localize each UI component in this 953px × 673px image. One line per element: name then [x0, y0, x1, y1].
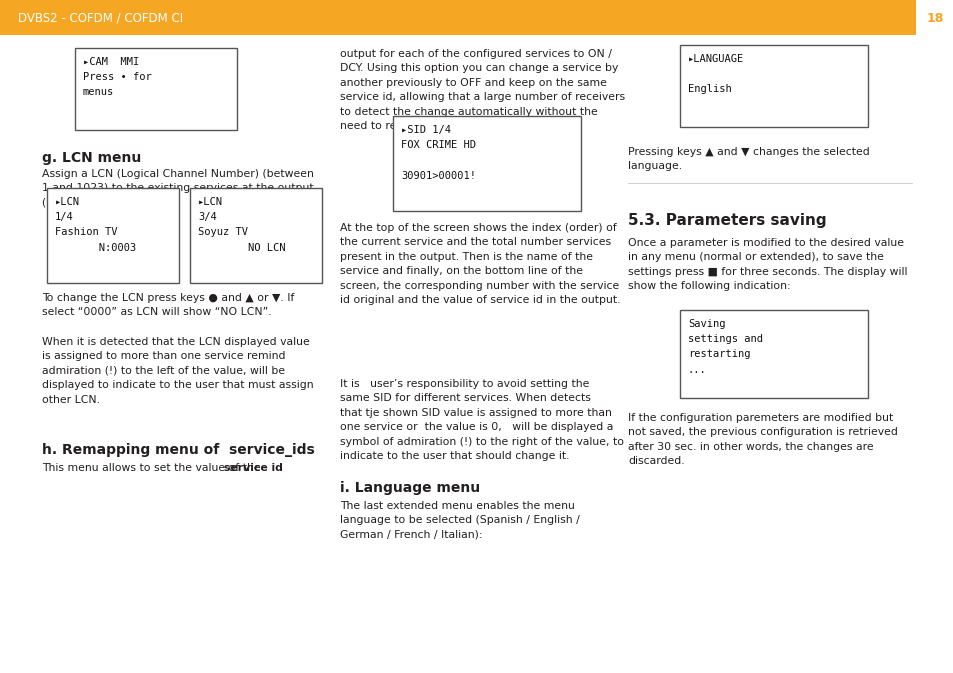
- Text: Assign a LCN (Logical Channel Number) (between
1 and 1023) to the existing servi: Assign a LCN (Logical Channel Number) (b…: [42, 169, 314, 208]
- Text: ▸SID 1/4
FOX CRIME HD

30901>00001!: ▸SID 1/4 FOX CRIME HD 30901>00001!: [400, 125, 476, 180]
- Text: This menu allows to set the value of the: This menu allows to set the value of the: [42, 463, 264, 473]
- Text: ▸LCN
1/4
Fashion TV
       N:0003: ▸LCN 1/4 Fashion TV N:0003: [55, 197, 136, 252]
- Text: service id: service id: [224, 463, 283, 473]
- Text: When it is detected that the LCN displayed value
is assigned to more than one se: When it is detected that the LCN display…: [42, 337, 314, 404]
- Text: g. LCN menu: g. LCN menu: [42, 151, 141, 165]
- Bar: [190, 188, 322, 283]
- Bar: [393, 116, 580, 211]
- Text: 5.3. Parameters saving: 5.3. Parameters saving: [627, 213, 825, 228]
- Text: output for each of the configured services to ON /
DCY. Using this option you ca: output for each of the configured servic…: [339, 49, 624, 131]
- Text: Once a parameter is modified to the desired value
in any menu (normal or extende: Once a parameter is modified to the desi…: [627, 238, 906, 291]
- Text: ▸LCN
3/4
Soyuz TV
        NO LCN: ▸LCN 3/4 Soyuz TV NO LCN: [198, 197, 285, 252]
- Text: The last extended menu enables the menu
language to be selected (Spanish / Engli: The last extended menu enables the menu …: [339, 501, 579, 540]
- Text: At the top of the screen shows the index (order) of
the current service and the : At the top of the screen shows the index…: [339, 223, 619, 305]
- Bar: [0, 0, 953, 35]
- Text: If the configuration paremeters are modified but
not saved, the previous configu: If the configuration paremeters are modi…: [627, 413, 897, 466]
- Text: h. Remapping menu of  service_ids: h. Remapping menu of service_ids: [42, 443, 314, 457]
- Text: i. Language menu: i. Language menu: [339, 481, 479, 495]
- Bar: [679, 45, 867, 127]
- Text: Pressing keys ▲ and ▼ changes the selected
language.: Pressing keys ▲ and ▼ changes the select…: [627, 147, 869, 172]
- Bar: [47, 188, 179, 283]
- Text: ▸CAM  MMI
Press • for
menus: ▸CAM MMI Press • for menus: [83, 57, 152, 98]
- Text: 18: 18: [925, 11, 943, 24]
- Bar: [679, 310, 867, 398]
- Text: It is   user’s responsibility to avoid setting the
same SID for different servic: It is user’s responsibility to avoid set…: [339, 379, 623, 461]
- Text: DVBS2 - COFDM / COFDM CI: DVBS2 - COFDM / COFDM CI: [18, 11, 183, 24]
- Text: To change the LCN press keys ● and ▲ or ▼. If
select “0000” as LCN will show “NO: To change the LCN press keys ● and ▲ or …: [42, 293, 294, 318]
- Bar: [915, 0, 953, 37]
- Text: ▸LANGUAGE

English: ▸LANGUAGE English: [687, 54, 743, 94]
- Text: Saving
settings and
restarting
...: Saving settings and restarting ...: [687, 319, 762, 375]
- Bar: [75, 48, 236, 130]
